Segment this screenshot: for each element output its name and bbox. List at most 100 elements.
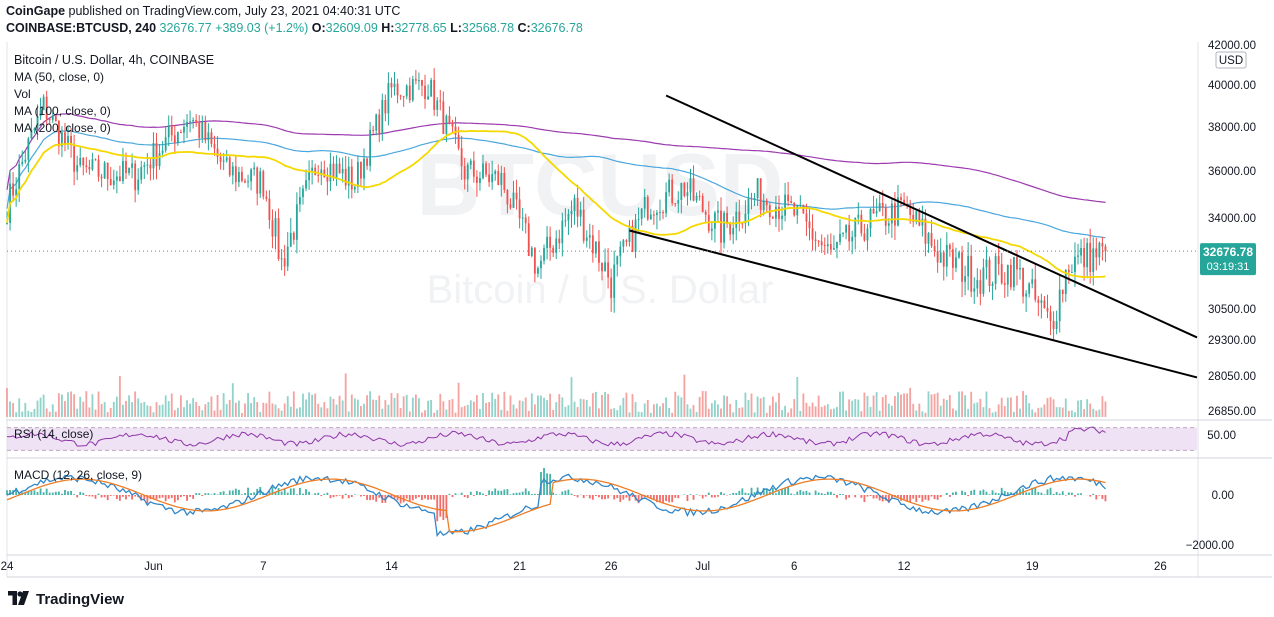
candle-body [573, 197, 576, 211]
candle-body [955, 257, 957, 268]
close-label: C: [517, 21, 531, 35]
volume-bar [305, 399, 307, 417]
currency-tag [1215, 51, 1247, 69]
macd-histogram-bar [76, 495, 79, 498]
candle-body [588, 235, 591, 238]
candle-body [982, 267, 985, 294]
macd-histogram-bar [601, 495, 603, 500]
volume-bar [723, 395, 725, 417]
volume-bar [353, 398, 356, 417]
macd-histogram-bar [433, 495, 436, 500]
candle-body [808, 221, 811, 229]
macd-histogram-bar [741, 488, 744, 495]
volume-bar [427, 400, 429, 417]
candle-body [1009, 264, 1012, 288]
macd-histogram-bar [405, 495, 408, 499]
volume-bar [900, 394, 902, 417]
candle-body [753, 198, 756, 200]
tradingview-brand[interactable]: TradingView [8, 591, 124, 609]
volume-bar [881, 397, 884, 417]
macd-legend[interactable]: MACD (12, 26, close, 9) [14, 468, 143, 482]
volume-bar [759, 398, 762, 417]
candle-body [710, 228, 713, 231]
macd-histogram-bar [112, 495, 115, 496]
volume-bar [646, 400, 649, 417]
candle-body [1092, 248, 1095, 273]
volume-bar [271, 403, 274, 417]
candle-body [21, 161, 24, 164]
candle-body [646, 196, 649, 220]
macd-histogram-bar [936, 495, 939, 500]
volume-bar [167, 401, 170, 417]
volume-bar [1086, 399, 1089, 417]
macd-histogram-bar [1049, 487, 1052, 495]
macd-histogram-bar [778, 491, 780, 495]
volume-bar [549, 393, 552, 417]
candle-body [140, 166, 143, 180]
candle-body [1064, 269, 1067, 295]
volume-bar [219, 409, 222, 417]
candle-body [924, 218, 927, 244]
macd-histogram-bar [695, 494, 698, 495]
candle-body [51, 115, 54, 121]
ma100-legend[interactable]: MA (100, close, 0) [14, 104, 111, 118]
ma100-series-line [6, 129, 1106, 239]
volume-bar [1067, 410, 1070, 417]
macd-pane [6, 468, 1107, 538]
volume-bar [314, 393, 317, 417]
volume-bar [33, 408, 36, 417]
volume-bar [598, 408, 600, 417]
candle-body [1034, 279, 1037, 300]
macd-histogram-bar [378, 495, 381, 498]
volume-bar [292, 391, 295, 417]
candle-body [332, 163, 335, 178]
volume-bar [1040, 407, 1043, 417]
candle-body [347, 166, 350, 186]
rsi-legend[interactable]: RSI (14, close) [14, 427, 94, 441]
candle-body [164, 137, 167, 151]
macd-histogram-bar [317, 492, 320, 495]
volume-bar [701, 391, 704, 417]
macd-histogram-bar [134, 495, 137, 497]
macd-histogram-bar [710, 495, 713, 498]
volume-bar [1013, 411, 1015, 417]
vol-legend[interactable]: Vol [14, 87, 31, 101]
macd-histogram-bar [549, 473, 552, 495]
volume-bar [82, 401, 85, 417]
candle-body [652, 214, 655, 216]
candle-body [1086, 242, 1089, 268]
candle-body [402, 96, 405, 98]
volume-bar [820, 406, 823, 417]
candle-body [1000, 264, 1003, 284]
candle-body [408, 85, 411, 101]
volume-bar [652, 404, 655, 417]
candle-body [979, 280, 982, 294]
macd-histogram-bar [875, 495, 878, 499]
ma50-legend[interactable]: MA (50, close, 0) [14, 70, 105, 84]
macd-histogram-bar [79, 491, 82, 495]
macd-histogram-bar [814, 490, 817, 495]
macd-histogram-bar [9, 490, 11, 495]
candle-body [1067, 269, 1070, 273]
candle-body [732, 228, 735, 235]
volume-bar [710, 403, 713, 417]
macd-histogram-bar [299, 487, 301, 495]
ma200-legend[interactable]: MA (200, close, 0) [14, 121, 111, 135]
macd-histogram-bar [994, 492, 997, 495]
volume-bar [887, 403, 890, 417]
candle-body [152, 143, 155, 169]
candle-body [561, 220, 564, 244]
candle-body [173, 135, 176, 143]
volume-bar [1003, 406, 1006, 417]
macd-histogram-bar [817, 492, 820, 495]
volume-bar [735, 399, 738, 417]
macd-histogram-bar [570, 493, 573, 495]
volume-bar [732, 412, 735, 417]
macd-histogram-bar [692, 495, 695, 500]
candle-body [533, 247, 536, 274]
macd-histogram-bar [448, 493, 451, 495]
candle-body [369, 129, 372, 166]
candle-body [24, 159, 27, 162]
volume-bar [713, 400, 716, 417]
